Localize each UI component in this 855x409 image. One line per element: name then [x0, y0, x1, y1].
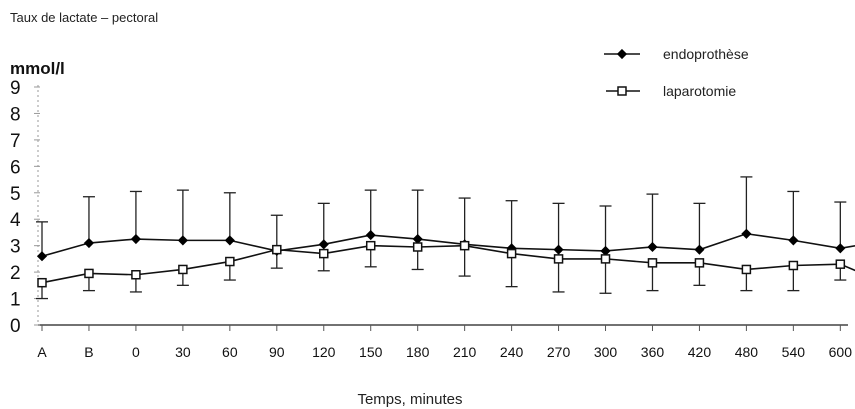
y-tick-label: 8: [10, 104, 21, 125]
point-endoprothese: [694, 244, 705, 255]
chart-title: Taux de lactate – pectoral: [10, 10, 158, 25]
x-tick-label: 540: [782, 344, 806, 360]
series-line-endoprothese: [41, 232, 855, 258]
point-laparotomie: [694, 258, 705, 268]
x-tick-label: 120: [312, 344, 336, 360]
axes: [37, 85, 848, 326]
point-endoprothese: [835, 243, 846, 254]
point-laparotomie: [225, 256, 235, 267]
point-endoprothese: [365, 230, 376, 241]
y-tick-label: 2: [10, 263, 21, 284]
x-tick-label: 360: [641, 344, 665, 360]
point-endoprothese: [412, 233, 423, 245]
point-endoprothese: [788, 235, 799, 246]
x-tick-label: 420: [688, 344, 712, 360]
y-tick-label: 1: [10, 290, 21, 311]
point-laparotomie: [131, 270, 141, 280]
legend-label-endoprothese: endoprothèse: [663, 46, 749, 62]
x-tick-label: 0: [132, 344, 140, 360]
point-laparotomie: [365, 240, 376, 251]
point-laparotomie: [788, 260, 799, 271]
point-laparotomie: [741, 264, 752, 275]
point-endoprothese: [318, 239, 329, 250]
point-endoprothese: [36, 251, 48, 262]
y-tick-label: 3: [10, 237, 21, 258]
x-tick-label: 30: [175, 344, 191, 360]
point-laparotomie: [84, 268, 94, 279]
x-tick-label: 90: [269, 344, 285, 360]
legend-marker-endoprothese: [616, 48, 628, 60]
series-line-laparotomie: [41, 244, 855, 284]
y-axis-unit: mmol/l: [10, 59, 65, 78]
point-laparotomie: [272, 244, 282, 255]
x-tick-label: 180: [406, 344, 430, 360]
x-axis-ticks: A B 0 30 60 90 120 150 180 210 240 270 300 360 420 480 5…: [37, 325, 853, 360]
point-laparotomie: [835, 259, 846, 269]
point-laparotomie: [553, 254, 564, 264]
point-endoprothese: [647, 241, 658, 253]
y-tick-label: 4: [10, 210, 21, 231]
y-tick-label: 9: [10, 78, 21, 99]
point-endoprothese: [553, 244, 564, 255]
point-laparotomie: [178, 264, 188, 275]
y-tick-label: 7: [10, 131, 21, 152]
point-endoprothese: [83, 237, 95, 249]
point-laparotomie: [319, 248, 329, 259]
series-lines: [41, 232, 855, 284]
x-tick-label: 300: [594, 344, 618, 360]
x-tick-label: 210: [453, 344, 477, 360]
x-axis-label: Temps, minutes: [357, 391, 462, 408]
legend-label-laparotomie: laparotomie: [663, 83, 736, 99]
point-endoprothese: [600, 245, 611, 257]
legend-marker-laparotomie: [617, 86, 627, 96]
x-tick-label: 480: [735, 344, 759, 360]
point-endoprothese: [177, 235, 188, 246]
point-laparotomie: [506, 248, 517, 259]
point-laparotomie: [412, 242, 423, 252]
point-endoprothese: [130, 233, 141, 245]
y-axis-ticks: 0 1 2 3 4 5 6 7 8 9: [10, 78, 40, 337]
y-tick-label: 6: [10, 157, 21, 178]
point-endoprothese: [741, 228, 752, 239]
x-tick-label: A: [37, 344, 47, 360]
x-tick-label: B: [84, 344, 93, 360]
x-tick-label: 240: [500, 344, 524, 360]
point-laparotomie: [459, 240, 470, 251]
point-laparotomie: [647, 258, 658, 268]
y-tick-label: 5: [10, 184, 21, 205]
y-tick-label: 0: [10, 316, 21, 337]
x-tick-label: 600: [829, 344, 853, 360]
legend: endoprothèse laparotomie: [604, 46, 749, 99]
point-laparotomie: [600, 254, 611, 264]
x-tick-label: 150: [359, 344, 383, 360]
x-tick-label: 60: [222, 344, 238, 360]
error-bars: [36, 176, 847, 300]
point-laparotomie: [37, 277, 47, 288]
x-tick-label: 270: [547, 344, 571, 360]
point-endoprothese: [224, 235, 235, 246]
series-markers: [36, 228, 846, 288]
